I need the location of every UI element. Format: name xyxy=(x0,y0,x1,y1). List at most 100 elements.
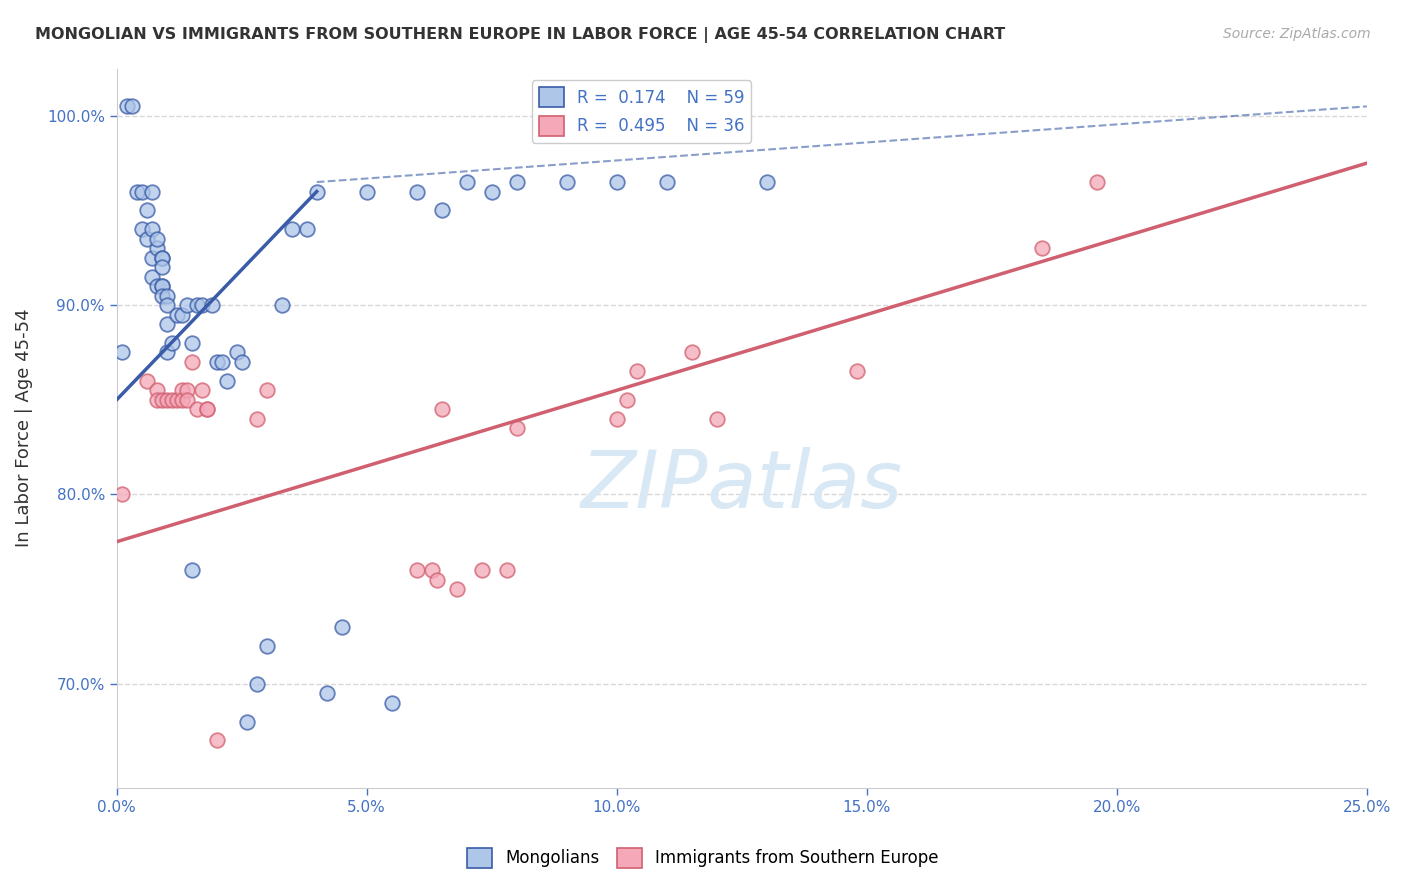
Point xyxy=(195,402,218,417)
Point xyxy=(231,355,253,369)
Point xyxy=(180,355,202,369)
Point xyxy=(156,345,179,359)
Point xyxy=(426,573,449,587)
Point xyxy=(606,411,628,425)
Point xyxy=(131,185,153,199)
Point xyxy=(420,563,443,577)
Point xyxy=(235,714,257,729)
Point xyxy=(211,355,233,369)
Point xyxy=(186,298,208,312)
Point xyxy=(125,185,148,199)
Point xyxy=(150,392,173,407)
Point xyxy=(205,355,228,369)
Point xyxy=(755,175,778,189)
Point xyxy=(150,251,173,265)
Point xyxy=(176,384,198,398)
Point xyxy=(1031,241,1053,255)
Point xyxy=(330,620,353,634)
Point xyxy=(166,308,188,322)
Point xyxy=(845,364,868,378)
Point xyxy=(270,298,292,312)
Point xyxy=(156,317,179,331)
Point xyxy=(315,686,337,700)
Point xyxy=(166,392,188,407)
Point xyxy=(626,364,648,378)
Point xyxy=(170,308,193,322)
Point xyxy=(205,733,228,747)
Text: Source: ZipAtlas.com: Source: ZipAtlas.com xyxy=(1223,27,1371,41)
Point xyxy=(145,384,167,398)
Point xyxy=(405,563,427,577)
Point xyxy=(121,99,143,113)
Point xyxy=(190,298,212,312)
Point xyxy=(145,392,167,407)
Point xyxy=(280,222,302,236)
Point xyxy=(256,384,278,398)
Point xyxy=(256,639,278,653)
Point xyxy=(145,279,167,293)
Point xyxy=(150,279,173,293)
Point xyxy=(190,384,212,398)
Point xyxy=(606,175,628,189)
Point xyxy=(150,288,173,302)
Point xyxy=(506,421,529,435)
Point xyxy=(616,392,638,407)
Point xyxy=(135,232,157,246)
Point xyxy=(111,345,134,359)
Point xyxy=(115,99,138,113)
Text: MONGOLIAN VS IMMIGRANTS FROM SOUTHERN EUROPE IN LABOR FORCE | AGE 45-54 CORRELAT: MONGOLIAN VS IMMIGRANTS FROM SOUTHERN EU… xyxy=(35,27,1005,43)
Point xyxy=(141,185,163,199)
Point xyxy=(141,269,163,284)
Point xyxy=(225,345,247,359)
Point xyxy=(446,582,468,596)
Point xyxy=(160,392,183,407)
Point xyxy=(150,260,173,275)
Point xyxy=(295,222,318,236)
Point xyxy=(160,335,183,350)
Point xyxy=(471,563,494,577)
Point xyxy=(156,392,179,407)
Point xyxy=(430,402,453,417)
Point xyxy=(170,384,193,398)
Point xyxy=(180,563,202,577)
Point xyxy=(176,298,198,312)
Point xyxy=(381,696,404,710)
Point xyxy=(681,345,703,359)
Point xyxy=(430,203,453,218)
Point xyxy=(405,185,427,199)
Point xyxy=(135,203,157,218)
Text: ZIPatlas: ZIPatlas xyxy=(581,447,903,524)
Point xyxy=(506,175,529,189)
Point xyxy=(135,374,157,388)
Point xyxy=(170,392,193,407)
Point xyxy=(555,175,578,189)
Point xyxy=(246,676,269,690)
Point xyxy=(141,251,163,265)
Legend: Mongolians, Immigrants from Southern Europe: Mongolians, Immigrants from Southern Eur… xyxy=(461,841,945,875)
Point xyxy=(1085,175,1108,189)
Point xyxy=(141,222,163,236)
Point xyxy=(111,487,134,501)
Point xyxy=(176,392,198,407)
Point xyxy=(495,563,517,577)
Point xyxy=(186,402,208,417)
Point xyxy=(156,298,179,312)
Point xyxy=(201,298,224,312)
Point xyxy=(246,411,269,425)
Point xyxy=(215,374,238,388)
Point xyxy=(655,175,678,189)
Point xyxy=(150,251,173,265)
Point xyxy=(156,288,179,302)
Point xyxy=(456,175,478,189)
Y-axis label: In Labor Force | Age 45-54: In Labor Force | Age 45-54 xyxy=(15,309,32,548)
Point xyxy=(180,335,202,350)
Point xyxy=(481,185,503,199)
Point xyxy=(356,185,378,199)
Point xyxy=(305,185,328,199)
Point xyxy=(706,411,728,425)
Point xyxy=(131,222,153,236)
Legend: R =  0.174    N = 59, R =  0.495    N = 36: R = 0.174 N = 59, R = 0.495 N = 36 xyxy=(531,80,751,143)
Point xyxy=(195,402,218,417)
Point xyxy=(145,232,167,246)
Point xyxy=(150,279,173,293)
